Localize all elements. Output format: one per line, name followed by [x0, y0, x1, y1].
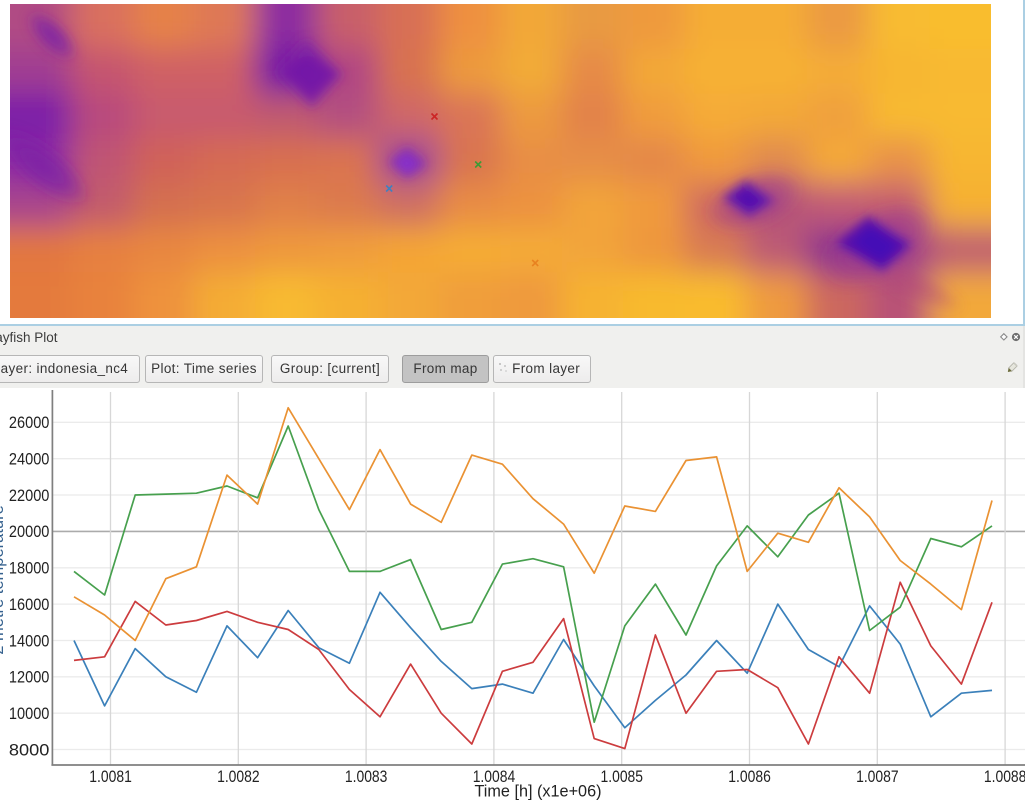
svg-text:1.0084: 1.0084: [473, 768, 516, 786]
svg-text:Time [h] (x1e+06): Time [h] (x1e+06): [475, 783, 602, 800]
svg-text:2 metre temperature: 2 metre temperature: [0, 505, 7, 654]
svg-text:1.0085: 1.0085: [601, 768, 644, 786]
svg-text:1.0086: 1.0086: [728, 768, 771, 786]
svg-text:22000: 22000: [9, 486, 50, 505]
svg-text:18000: 18000: [9, 559, 50, 578]
svg-text:8000: 8000: [9, 740, 50, 759]
svg-text:1.0088: 1.0088: [984, 768, 1025, 786]
svg-text:12000: 12000: [9, 668, 50, 687]
svg-text:1.0082: 1.0082: [217, 768, 260, 786]
svg-text:20000: 20000: [9, 522, 50, 541]
svg-text:16000: 16000: [9, 595, 50, 614]
svg-text:24000: 24000: [9, 450, 50, 469]
svg-text:10000: 10000: [9, 704, 50, 723]
svg-text:1.0087: 1.0087: [856, 768, 899, 786]
svg-text:14000: 14000: [9, 631, 50, 650]
svg-text:1.0083: 1.0083: [345, 768, 388, 786]
svg-text:1.0081: 1.0081: [89, 768, 132, 786]
svg-text:26000: 26000: [9, 413, 50, 432]
